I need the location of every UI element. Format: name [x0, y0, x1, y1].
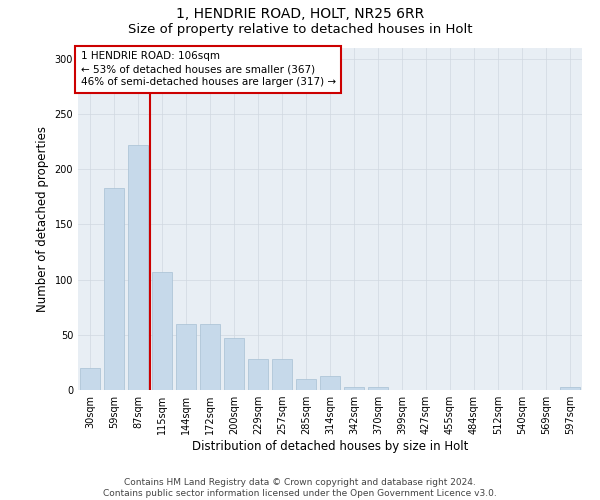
- X-axis label: Distribution of detached houses by size in Holt: Distribution of detached houses by size …: [192, 440, 468, 453]
- Bar: [224, 338, 244, 390]
- Bar: [128, 144, 148, 390]
- Bar: [272, 359, 292, 390]
- Bar: [152, 272, 172, 390]
- Text: Contains HM Land Registry data © Crown copyright and database right 2024.
Contai: Contains HM Land Registry data © Crown c…: [103, 478, 497, 498]
- Text: 1, HENDRIE ROAD, HOLT, NR25 6RR: 1, HENDRIE ROAD, HOLT, NR25 6RR: [176, 8, 424, 22]
- Bar: [80, 368, 100, 390]
- Y-axis label: Number of detached properties: Number of detached properties: [36, 126, 49, 312]
- Bar: [248, 359, 268, 390]
- Bar: [368, 386, 388, 390]
- Text: Size of property relative to detached houses in Holt: Size of property relative to detached ho…: [128, 22, 472, 36]
- Bar: [104, 188, 124, 390]
- Bar: [320, 376, 340, 390]
- Bar: [200, 324, 220, 390]
- Bar: [296, 379, 316, 390]
- Bar: [176, 324, 196, 390]
- Bar: [560, 386, 580, 390]
- Text: 1 HENDRIE ROAD: 106sqm
← 53% of detached houses are smaller (367)
46% of semi-de: 1 HENDRIE ROAD: 106sqm ← 53% of detached…: [80, 51, 335, 88]
- Bar: [344, 386, 364, 390]
